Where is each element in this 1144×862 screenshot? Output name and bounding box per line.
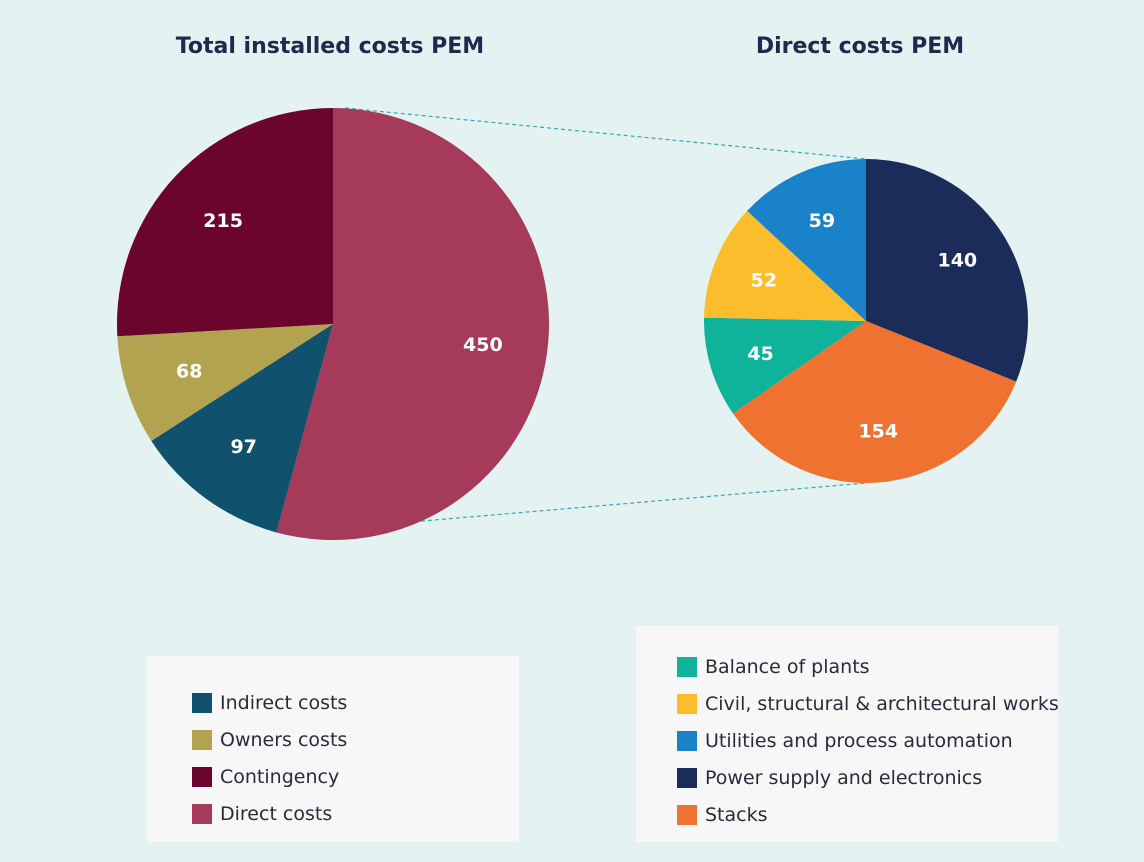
pie-slice-owners-costs xyxy=(117,324,333,441)
legend-swatch xyxy=(677,656,697,677)
pie-slice-direct-costs xyxy=(276,108,550,541)
pie-slice-power-supply-and-electronics xyxy=(866,159,1028,382)
legend-swatch xyxy=(192,729,212,750)
pie-slice-indirect-costs xyxy=(151,324,333,533)
legend-direct-costs: Balance of plants Civil, structural & arc… xyxy=(636,626,1059,842)
zoom-connectors xyxy=(288,107,867,534)
data-label-civil-structural-architectural-works: 52 xyxy=(751,270,777,292)
legend-label: Utilities and process automation xyxy=(705,729,1013,752)
legend-swatch xyxy=(192,803,212,824)
legend-swatch xyxy=(677,804,697,825)
legend-item-utilities-and-process-automation: Utilities and process automation xyxy=(677,722,1058,759)
legend-label: Balance of plants xyxy=(705,655,870,678)
legend-item-indirect-costs: Indirect costs xyxy=(192,684,519,721)
data-label-indirect-costs: 97 xyxy=(230,436,256,458)
legend-label: Owners costs xyxy=(220,728,348,751)
pie-slice-balance-of-plants xyxy=(704,317,866,414)
chart-title-direct-costs: Direct costs PEM xyxy=(755,34,965,59)
legend-swatch xyxy=(192,692,212,713)
legend-swatch xyxy=(677,693,697,714)
data-label-power-supply-and-electronics: 140 xyxy=(937,249,977,271)
chart-title-total-installed: Total installed costs PEM xyxy=(175,34,485,59)
legend-label: Contingency xyxy=(220,765,340,788)
legend-item-contingency: Contingency xyxy=(192,758,519,795)
pie-slice-stacks xyxy=(732,321,1017,483)
legend-swatch xyxy=(192,766,212,787)
legend-swatch xyxy=(677,767,697,788)
legend-item-balance-of-plants: Balance of plants xyxy=(677,648,1058,685)
pie-slice-civil-structural-architectural-works xyxy=(704,210,866,321)
legend-item-civil-structural-architectural-works: Civil, structural & architectural works xyxy=(677,685,1059,722)
data-label-owners-costs: 68 xyxy=(176,361,202,383)
legend-total-installed: Indirect costs Owners costs Contingency Dir… xyxy=(147,656,519,842)
data-label-stacks: 154 xyxy=(858,420,898,442)
pie-slice-utilities-and-process-automation xyxy=(747,159,866,321)
legend-label: Power supply and electronics xyxy=(705,766,983,789)
legend-label: Stacks xyxy=(705,803,768,826)
legend-label: Civil, structural & architectural works xyxy=(705,692,1059,715)
pie-total-installed: 450 97 68 215 xyxy=(117,108,550,541)
legend-item-stacks: Stacks xyxy=(677,796,1058,833)
legend-label: Indirect costs xyxy=(220,691,348,714)
legend-item-direct-costs: Direct costs xyxy=(192,795,519,832)
legend-swatch xyxy=(677,730,697,751)
data-label-direct-costs: 450 xyxy=(463,334,503,356)
pie-slice-contingency xyxy=(117,108,333,337)
connector-line-top xyxy=(344,107,867,160)
data-label-balance-of-plants: 45 xyxy=(747,343,773,365)
pie-direct-costs: 140 154 45 52 59 xyxy=(704,159,1028,483)
legend-item-owners-costs: Owners costs xyxy=(192,721,519,758)
data-label-contingency: 215 xyxy=(203,210,243,232)
data-label-utilities-and-process-automation: 59 xyxy=(809,210,835,232)
legend-item-power-supply-and-electronics: Power supply and electronics xyxy=(677,759,1058,796)
connector-line-bottom xyxy=(288,482,867,534)
legend-label: Direct costs xyxy=(220,802,333,825)
